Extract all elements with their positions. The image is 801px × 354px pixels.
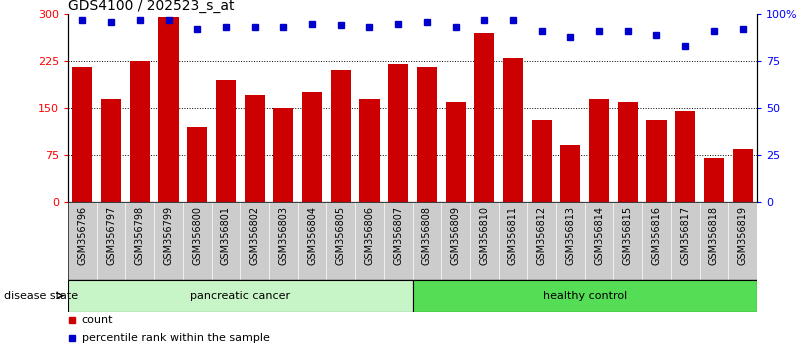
Bar	[244, 96, 264, 202]
Text: GSM356806: GSM356806	[364, 206, 374, 265]
Bar	[159, 17, 179, 202]
Text: GSM356798: GSM356798	[135, 206, 145, 265]
Bar	[187, 127, 207, 202]
Bar	[445, 102, 465, 202]
Text: GSM356809: GSM356809	[451, 206, 461, 265]
Bar	[532, 120, 552, 202]
Text: GSM356810: GSM356810	[479, 206, 489, 265]
Text: GSM356802: GSM356802	[250, 206, 260, 265]
Text: disease state: disease state	[4, 291, 78, 301]
Text: GSM356816: GSM356816	[651, 206, 662, 265]
Text: GSM356808: GSM356808	[422, 206, 432, 265]
Bar	[561, 145, 581, 202]
Text: GSM356814: GSM356814	[594, 206, 604, 265]
Text: GSM356801: GSM356801	[221, 206, 231, 265]
Bar	[474, 33, 494, 202]
Text: GSM356797: GSM356797	[107, 206, 116, 265]
Bar	[704, 158, 724, 202]
Text: GSM356805: GSM356805	[336, 206, 346, 265]
Bar	[302, 92, 322, 202]
Text: GSM356817: GSM356817	[680, 206, 690, 265]
Text: GSM356818: GSM356818	[709, 206, 718, 265]
Text: percentile rank within the sample: percentile rank within the sample	[82, 333, 270, 343]
Text: count: count	[82, 315, 114, 325]
Bar	[216, 80, 236, 202]
Text: healthy control: healthy control	[542, 291, 627, 301]
Bar	[388, 64, 409, 202]
Bar	[72, 67, 92, 202]
Text: GSM356813: GSM356813	[566, 206, 575, 265]
Text: GSM356819: GSM356819	[738, 206, 747, 265]
Text: GSM356811: GSM356811	[508, 206, 518, 265]
Bar	[68, 280, 413, 312]
Text: GDS4100 / 202523_s_at: GDS4100 / 202523_s_at	[68, 0, 235, 13]
Bar	[589, 98, 609, 202]
Bar	[130, 61, 150, 202]
Bar	[733, 149, 753, 202]
Text: GSM356796: GSM356796	[78, 206, 87, 265]
Bar	[101, 98, 121, 202]
Bar	[331, 70, 351, 202]
Text: GSM356799: GSM356799	[163, 206, 174, 265]
Text: GSM356807: GSM356807	[393, 206, 403, 265]
Bar	[413, 280, 757, 312]
Text: GSM356804: GSM356804	[307, 206, 317, 265]
Text: GSM356800: GSM356800	[192, 206, 202, 265]
Bar	[618, 102, 638, 202]
Text: pancreatic cancer: pancreatic cancer	[190, 291, 290, 301]
Text: GSM356812: GSM356812	[537, 206, 546, 265]
Bar	[360, 98, 380, 202]
Bar	[675, 111, 695, 202]
Text: GSM356803: GSM356803	[279, 206, 288, 265]
Bar	[417, 67, 437, 202]
Text: GSM356815: GSM356815	[623, 206, 633, 265]
Bar	[273, 108, 293, 202]
Bar	[646, 120, 666, 202]
Bar	[503, 58, 523, 202]
